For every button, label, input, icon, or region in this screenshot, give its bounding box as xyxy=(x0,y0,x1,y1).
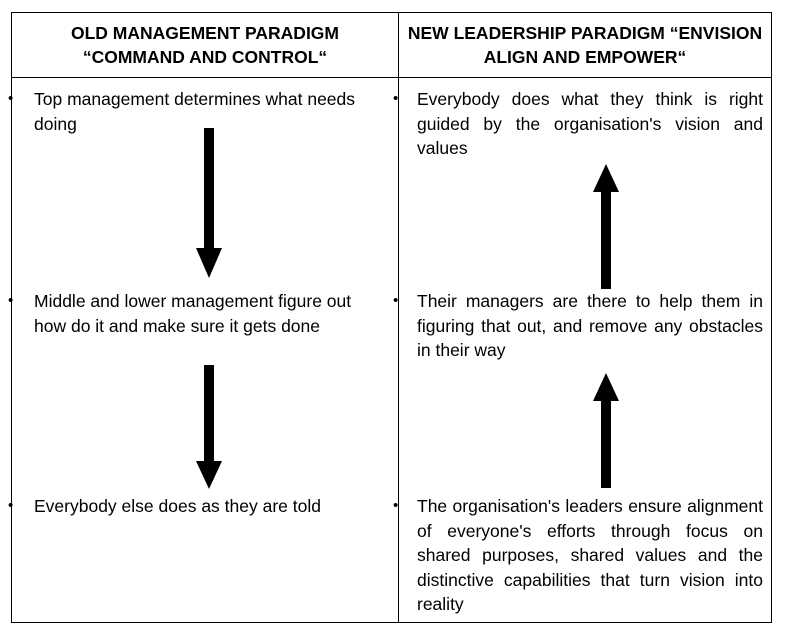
up-arrow-icon xyxy=(593,373,619,488)
bullet-icon: • xyxy=(393,497,399,514)
down-arrow-icon xyxy=(196,128,222,278)
bullet-icon: • xyxy=(8,292,14,309)
new-item-text: Their managers are there to help them in… xyxy=(417,291,763,360)
column-divider xyxy=(398,13,399,622)
new-paradigm-header: NEW LEADERSHIP PARADIGM “ENVISION ALIGN … xyxy=(399,13,771,77)
new-header-line-1: NEW LEADERSHIP PARADIGM “ENVISION xyxy=(407,23,763,43)
paradigm-table: OLD MANAGEMENT PARADIGM “COMMAND AND CON… xyxy=(11,12,772,623)
old-item-text: Top management determines what needs doi… xyxy=(34,89,356,134)
down-arrow-icon xyxy=(196,365,222,489)
bullet-icon: • xyxy=(8,90,14,107)
up-arrow-icon xyxy=(593,164,619,289)
bullet-icon: • xyxy=(8,497,14,514)
new-item-text: Everybody does what they think is right … xyxy=(417,89,763,158)
new-item-leaders: • The organisation's leaders ensure alig… xyxy=(393,494,763,617)
bullet-icon: • xyxy=(393,90,399,107)
new-header-line-2: ALIGN AND EMPOWER“ xyxy=(483,47,687,67)
old-paradigm-header: OLD MANAGEMENT PARADIGM “COMMAND AND CON… xyxy=(12,13,398,77)
old-item-text: Everybody else does as they are told xyxy=(34,496,321,516)
old-item-middle-management: • Middle and lower management figure out… xyxy=(8,289,388,338)
bullet-icon: • xyxy=(393,292,399,309)
header-divider xyxy=(12,77,771,78)
old-item-everybody-else: • Everybody else does as they are told xyxy=(8,494,388,519)
old-item-text: Middle and lower management figure out h… xyxy=(34,291,352,336)
old-item-top-management: • Top management determines what needs d… xyxy=(8,87,388,136)
new-item-everybody: • Everybody does what they think is righ… xyxy=(393,87,763,161)
old-header-line-2: “COMMAND AND CONTROL“ xyxy=(82,47,328,67)
old-header-line-1: OLD MANAGEMENT PARADIGM xyxy=(71,23,339,43)
new-item-text: The organisation's leaders ensure alignm… xyxy=(417,496,763,614)
new-item-managers: • Their managers are there to help them … xyxy=(393,289,763,363)
